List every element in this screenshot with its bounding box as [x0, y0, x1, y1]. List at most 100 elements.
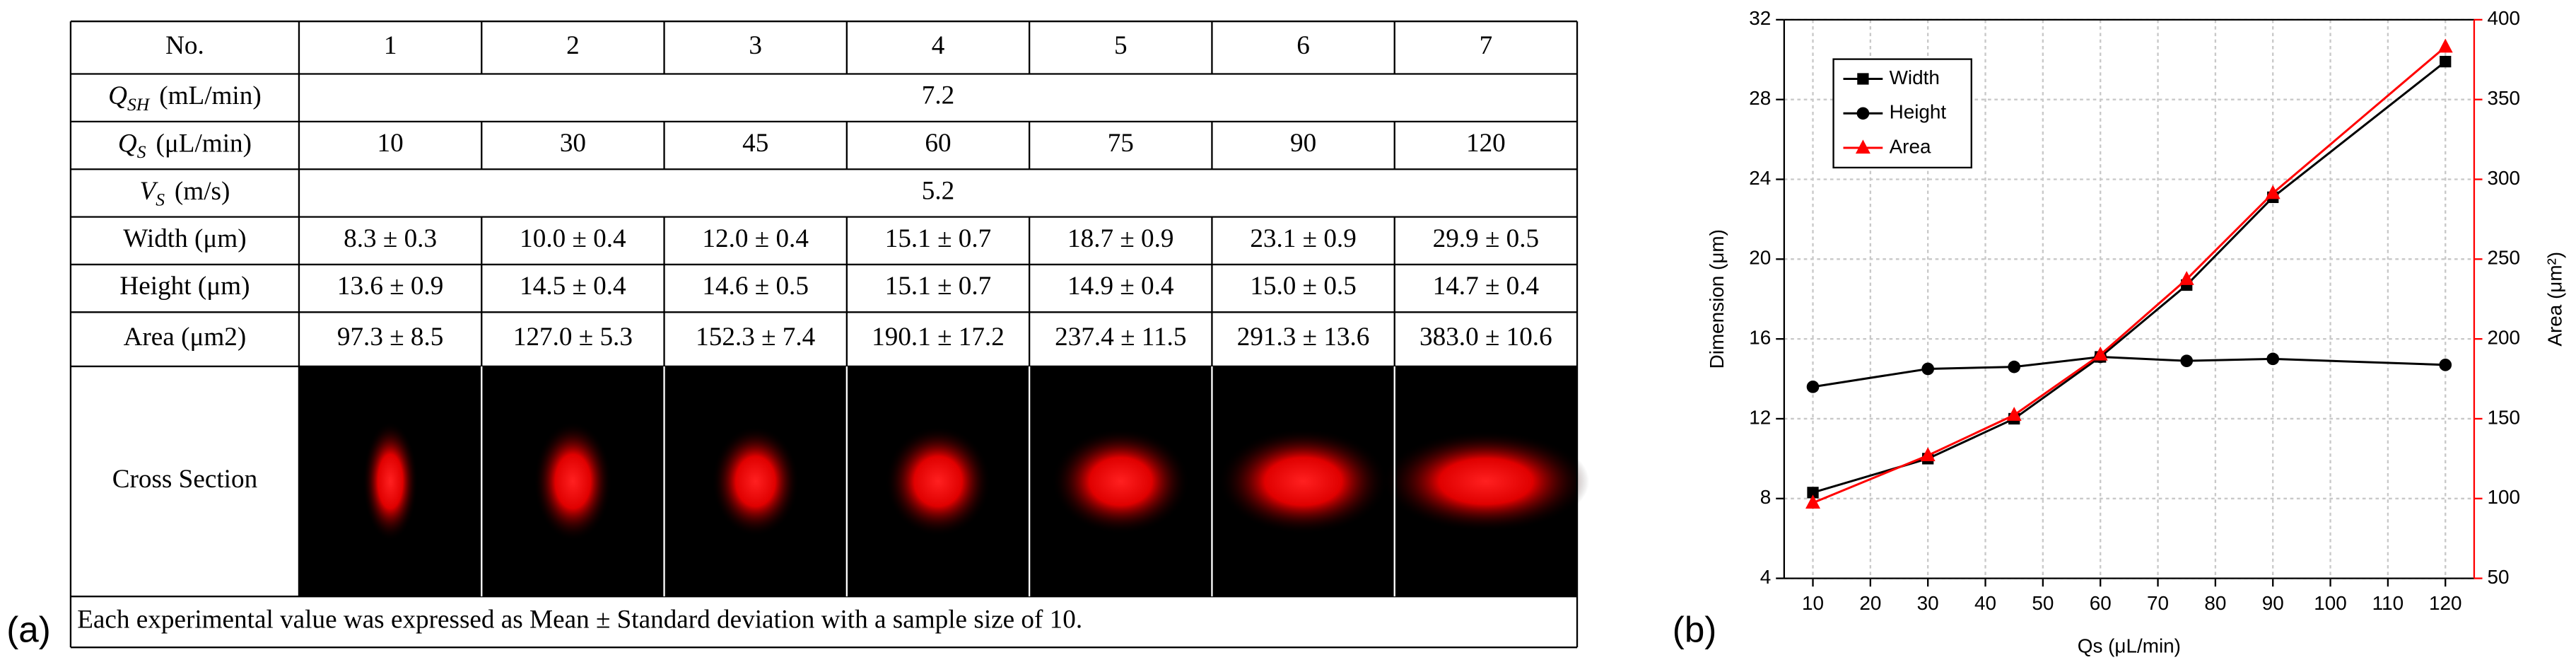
y-tick-label: 12: [1749, 406, 1771, 428]
marker: [1855, 139, 1870, 154]
y2-tick-label: 200: [2488, 327, 2521, 349]
x-tick-label: 100: [2314, 592, 2347, 614]
cell-text: Height (μm): [119, 272, 250, 301]
x-tick-label: 10: [1802, 592, 1824, 614]
cross-section-spot: [711, 426, 800, 537]
y2-tick-label: 50: [2488, 566, 2510, 588]
cell-text: No.: [165, 31, 204, 60]
cell-text: 2: [566, 31, 580, 60]
marker: [2179, 271, 2194, 285]
x-axis-label: Qs (μL/min): [2078, 635, 2181, 657]
y-axis-label: Dimension (μm): [1706, 229, 1728, 369]
unit: (μL/min): [156, 129, 252, 158]
y-tick-label: 4: [1760, 566, 1772, 588]
marker: [1807, 487, 1819, 499]
marker: [2439, 358, 2452, 371]
footnote: Each experimental value was expressed as…: [77, 606, 1082, 635]
cell-text: 75: [1108, 129, 1134, 158]
cell-text: 4: [932, 31, 945, 60]
marker: [1856, 107, 1870, 120]
legend-label: Width: [1890, 66, 1940, 88]
marker: [2437, 38, 2453, 53]
y-tick-label: 28: [1749, 87, 1771, 109]
y-tick-label: 20: [1749, 247, 1771, 269]
y-tick-label: 24: [1749, 167, 1771, 189]
cell-text: 7.2: [922, 81, 954, 110]
cross-section-spot: [1382, 431, 1590, 533]
cell-text: 5: [1114, 31, 1128, 60]
x-tick-label: 50: [2032, 592, 2054, 614]
cell-text: Cross Section: [112, 465, 258, 494]
cell-text: 12.0 ± 0.4: [702, 224, 808, 253]
cell-text: 14.5 ± 0.4: [520, 272, 626, 301]
x-tick-label: 30: [1917, 592, 1939, 614]
cross-section-spot: [1218, 428, 1388, 535]
symbol: Q: [108, 81, 127, 110]
cell-text: 15.0 ± 0.5: [1250, 272, 1356, 301]
cell-text: 97.3 ± 8.5: [337, 323, 443, 352]
row-label: QSH (mL/min): [108, 81, 262, 115]
cell-text: 383.0 ± 10.6: [1419, 323, 1552, 352]
x-tick-label: 110: [2372, 592, 2404, 614]
cell-text: 291.3 ± 13.6: [1237, 323, 1370, 352]
x-tick-label: 60: [2090, 592, 2112, 614]
subscript: S: [137, 141, 146, 162]
x-tick-label: 80: [2204, 592, 2226, 614]
x-tick-label: 90: [2262, 592, 2284, 614]
y-tick-label: 32: [1749, 7, 1771, 29]
y-tick-label: 8: [1760, 486, 1772, 508]
series-line: [1813, 356, 2446, 388]
marker: [1805, 494, 1820, 509]
cell-text: Area (μm2): [124, 323, 247, 352]
cell-text: 8.3 ± 0.3: [344, 224, 437, 253]
marker: [2440, 55, 2452, 68]
cell-text: 13.6 ± 0.9: [337, 272, 443, 301]
cell-text: 237.4 ± 11.5: [1055, 323, 1186, 352]
cell-text: 190.1 ± 17.2: [872, 323, 1005, 352]
cross-section-spot: [534, 422, 612, 542]
marker: [1857, 73, 1869, 85]
cross-section-spot: [363, 422, 418, 542]
cell-text: 14.9 ± 0.4: [1067, 272, 1173, 301]
cell-text: 120: [1466, 129, 1506, 158]
x-tick-label: 20: [1859, 592, 1881, 614]
cross-section-spot: [1051, 428, 1190, 535]
marker: [1921, 362, 1935, 376]
marker: [2008, 360, 2021, 373]
y2-tick-label: 350: [2488, 87, 2521, 109]
marker: [1806, 381, 1820, 393]
cell-text: 60: [925, 129, 951, 158]
unit: (m/s): [175, 176, 230, 205]
cell-text: 14.7 ± 0.4: [1433, 272, 1539, 301]
panel-label: (a): [6, 610, 50, 650]
marker: [2006, 407, 2022, 421]
cell-text: 29.9 ± 0.5: [1433, 224, 1539, 253]
unit: (mL/min): [159, 81, 262, 110]
row-label: QS (μL/min): [118, 129, 252, 162]
cell-text: 18.7 ± 0.9: [1067, 224, 1173, 253]
y2-tick-label: 250: [2488, 247, 2521, 269]
marker: [2265, 185, 2281, 199]
legend-label: Height: [1890, 101, 1947, 123]
cell-text: 10: [377, 129, 404, 158]
marker: [2180, 354, 2194, 367]
y2-tick-label: 400: [2488, 7, 2521, 29]
x-tick-label: 40: [1974, 592, 1996, 614]
y2-tick-label: 300: [2488, 167, 2521, 189]
cell-text: 30: [560, 129, 586, 158]
subscript: SH: [127, 94, 151, 115]
symbol: Q: [118, 129, 137, 158]
symbol: V: [139, 176, 158, 205]
row-label: VS (m/s): [139, 176, 230, 209]
cell-text: 7: [1480, 31, 1493, 60]
y2-axis-label: Area (μm²): [2543, 252, 2565, 347]
panel-label: (b): [1673, 610, 1716, 650]
chart: 10 20 30 40 50 60 70 80 90 100 110 120 4 8 12 16 20 24 28 3…: [1706, 7, 2565, 656]
x-tick-label: 120: [2429, 592, 2462, 614]
cell-text: 3: [749, 31, 762, 60]
cross-section-spot: [885, 426, 991, 537]
cell-text: 23.1 ± 0.9: [1250, 224, 1356, 253]
legend-label: Area: [1890, 135, 1931, 157]
y2-tick-label: 150: [2488, 406, 2521, 428]
